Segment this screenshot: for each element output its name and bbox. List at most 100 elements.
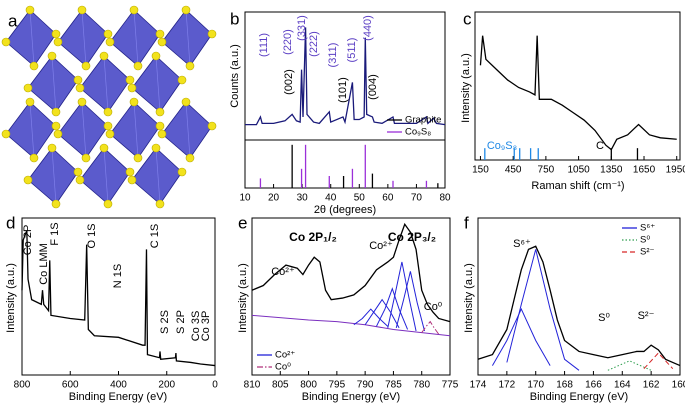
legend-label: Co₉S₈ [405,127,431,138]
octahedron-edge [155,55,161,113]
legend-label: Graphite [405,115,441,126]
x-tick-label: 50 [354,193,366,204]
sulfur-atom [133,153,143,163]
sulfur-atom [99,51,109,61]
x-tick-label: 40 [325,193,337,204]
x-tick-label: 10 [239,193,251,204]
annotation: (440) [362,15,374,41]
annotation: C 1S [149,224,161,248]
x-tick-label: 150 [472,165,489,176]
annotation: Co 3P [200,311,212,342]
sulfur-atom [23,175,33,185]
spectrum-line [376,287,409,330]
spectrum-line [245,27,446,126]
octahedron-edge [29,9,35,67]
spectrum-line [21,230,216,367]
panel-letter: f [464,213,469,232]
sulfur-atom [77,5,87,15]
sulfur-atom [127,83,137,93]
legend-label: Co⁰ [275,362,291,373]
x-tick-label: 1650 [633,165,656,176]
octahedron-edge [51,147,57,205]
sulfur-atom [181,97,191,107]
sulfur-atom [155,121,165,131]
annotation: (311) [327,43,339,68]
sulfur-atom [207,121,217,131]
sulfur-atom [25,5,35,15]
x-tick-label: 600 [62,380,79,391]
sulfur-atom [51,107,61,117]
sulfur-atom [29,61,39,71]
sulfur-atom [75,83,85,93]
annotation: Co₉S₈ [487,140,517,152]
x-tick-label: 162 [643,380,660,391]
sulfur-atom [51,121,61,131]
spectrum-line [421,320,440,335]
sulfur-atom [155,29,165,39]
sulfur-atom [185,61,195,71]
annotation: (511) [346,38,358,63]
sulfur-atom [151,51,161,61]
panel-letter: e [238,213,247,232]
x-tick-label: 805 [272,380,289,391]
sulfur-atom [105,129,115,139]
panel-letter: c [463,9,472,28]
x-tick-label: 60 [382,193,394,204]
panel-letter: d [6,213,15,232]
y-axis-label: Intensity (a.u.) [5,263,17,333]
octahedron [161,9,213,67]
x-tick-label: 1950 [666,165,685,176]
sulfur-atom [103,29,113,39]
x-tick-label: 170 [527,380,544,391]
crystal-structure [1,5,217,209]
x-axis-label: Raman shift (cm⁻¹) [531,180,624,192]
sulfur-atom [25,97,35,107]
spectrum-line [491,307,551,366]
y-axis-label: Intensity (a.u.) [237,263,249,333]
annotation: Co²⁺ [271,266,295,278]
x-tick-label: 172 [499,380,516,391]
sulfur-atom [125,167,135,177]
octahedron-edge [103,55,109,113]
x-tick-label: 166 [585,380,602,391]
octahedron-edge [81,9,87,67]
octahedron-edge [185,101,191,159]
sulfur-atom [105,37,115,47]
spectrum-line [251,222,451,323]
plot-frame [474,11,681,161]
sulfur-atom [1,37,11,47]
spectrum-line [387,261,417,332]
annotation: (331) [296,15,308,41]
sulfur-atom [103,107,113,117]
x-tick-label: 160 [672,380,685,391]
annotation: (111) [258,33,270,57]
sulfur-atom [129,5,139,15]
x-axis-label: Binding Energy (eV) [530,391,628,403]
sulfur-atom [151,143,161,153]
x-tick-label: 20 [268,193,280,204]
spectrum-line [477,245,681,367]
spectrum-line [479,35,677,151]
annotation: (220) [282,29,294,55]
sulfur-atom [73,75,83,85]
x-tick-label: 450 [505,165,522,176]
annotation: S 2S [159,310,171,334]
x-tick-label: 1050 [567,165,590,176]
x-tick-label: 1350 [600,165,623,176]
octahedron-edge [155,147,161,205]
octahedron-edge [133,9,139,67]
spectrum-line [607,360,652,371]
sulfur-atom [81,61,91,71]
annotation: S⁶⁺ [513,238,531,250]
annotation: C [596,140,604,152]
sulfur-atom [23,83,33,93]
sulfur-atom [77,97,87,107]
x-tick-label: 785 [385,380,402,391]
octahedron-edge [103,147,109,205]
panel-letter: b [230,9,239,28]
spectrum-line [643,352,674,370]
x-axis-label: Binding Energy (eV) [302,391,400,403]
x-axis-label: 2θ (degrees) [314,204,376,216]
sulfur-atom [181,5,191,15]
x-tick-label: 164 [614,380,631,391]
